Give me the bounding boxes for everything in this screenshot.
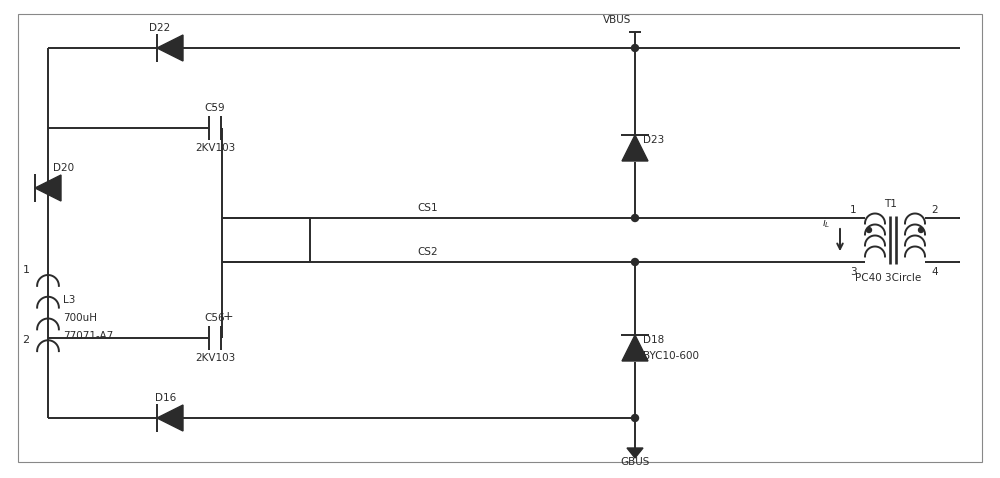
Text: CS2: CS2 <box>418 247 438 257</box>
Polygon shape <box>157 35 183 61</box>
Polygon shape <box>627 448 643 458</box>
Text: VBUS: VBUS <box>603 15 631 25</box>
Text: 77071-A7: 77071-A7 <box>63 331 113 341</box>
Text: PC40 3Circle: PC40 3Circle <box>855 273 921 283</box>
Text: 2: 2 <box>932 205 938 215</box>
Text: C59: C59 <box>205 103 225 113</box>
Polygon shape <box>157 405 183 431</box>
Text: 2: 2 <box>22 335 30 345</box>
Polygon shape <box>35 175 61 201</box>
Text: D20: D20 <box>53 163 74 173</box>
Text: 4: 4 <box>932 267 938 277</box>
Text: D22: D22 <box>149 23 171 33</box>
Text: C56: C56 <box>205 313 225 323</box>
Circle shape <box>632 215 639 221</box>
Circle shape <box>918 228 924 232</box>
Text: 1: 1 <box>850 205 856 215</box>
Text: +: + <box>223 310 234 323</box>
Circle shape <box>632 259 639 265</box>
Text: -: - <box>211 100 216 113</box>
Text: 2KV103: 2KV103 <box>195 353 235 363</box>
Text: D18: D18 <box>643 335 664 345</box>
Circle shape <box>632 44 639 52</box>
Text: L3: L3 <box>63 295 75 305</box>
Text: D23: D23 <box>643 135 664 145</box>
Text: 1: 1 <box>22 265 30 275</box>
Circle shape <box>866 228 872 232</box>
Text: 3: 3 <box>850 267 856 277</box>
Polygon shape <box>622 135 648 161</box>
Circle shape <box>632 414 639 422</box>
Text: 2KV103: 2KV103 <box>195 143 235 153</box>
Text: GBUS: GBUS <box>620 457 650 467</box>
Text: 700uH: 700uH <box>63 313 97 323</box>
Text: T1: T1 <box>884 199 896 209</box>
Text: CS1: CS1 <box>418 203 438 213</box>
Text: BYC10-600: BYC10-600 <box>643 351 699 361</box>
Text: D16: D16 <box>155 393 176 403</box>
Polygon shape <box>622 335 648 361</box>
Text: $i_L$: $i_L$ <box>822 216 830 230</box>
